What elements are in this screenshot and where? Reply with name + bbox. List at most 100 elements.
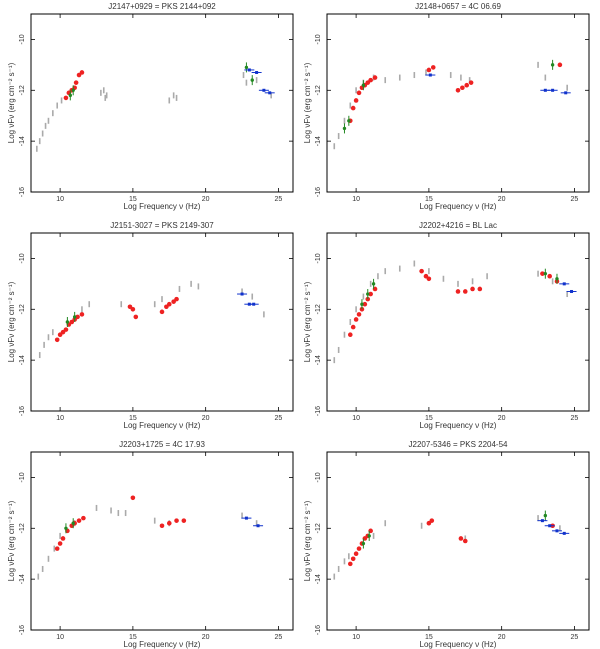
fermi-point <box>543 88 547 92</box>
y-tick-label: -16 <box>315 406 322 416</box>
radio-point <box>419 268 424 274</box>
archival-point <box>413 72 416 79</box>
radio-point <box>130 306 136 312</box>
plot-frame <box>30 451 294 631</box>
archival-point <box>52 110 54 117</box>
pccs-point <box>360 302 364 306</box>
sed-panel-3: J2151-3027 = PKS 2149-307 Log Frequency ν… <box>7 221 294 430</box>
radio-point <box>426 67 432 73</box>
radio-point <box>359 306 365 312</box>
archival-point <box>372 532 375 539</box>
archival-point <box>349 319 352 325</box>
x-tick-label: 20 <box>498 196 506 203</box>
archival-point <box>47 555 50 562</box>
archival-point <box>38 138 41 145</box>
archival-point <box>41 130 44 137</box>
pccs-point <box>543 513 548 518</box>
archival-point <box>384 268 387 275</box>
x-tick-label: 15 <box>425 196 433 203</box>
archival-point <box>241 288 243 295</box>
fermi-point <box>562 282 566 286</box>
archival-point <box>464 535 467 542</box>
archival-point <box>43 341 45 348</box>
archival-point <box>120 301 123 308</box>
sed-panel-1: J2147+0929 = PKS 2144+092 Log Frequency ν… <box>7 2 294 211</box>
fermi-point <box>555 529 559 533</box>
x-axis-label: Log Frequency ν (Hz) <box>124 640 201 649</box>
archival-point <box>100 89 102 96</box>
archival-point <box>153 301 156 308</box>
radio-point <box>462 538 468 544</box>
fermi-point <box>540 519 544 523</box>
fermi-point <box>252 302 256 306</box>
archival-point <box>104 94 107 101</box>
fermi-point <box>256 524 260 528</box>
y-tick-label: -10 <box>19 34 26 44</box>
radio-point <box>133 314 139 320</box>
x-tick-label: 25 <box>571 415 579 422</box>
archival-point <box>117 510 120 517</box>
radio-point <box>468 80 474 85</box>
y-tick-label: -12 <box>315 523 322 533</box>
sed-panel-5: J2203+1725 = 4C 17.93 Log Frequency ν (Hz… <box>7 440 294 649</box>
x-tick-label: 25 <box>275 415 283 422</box>
panel-title: J2202+4216 = BL Lac <box>419 221 497 230</box>
archival-point <box>36 145 38 152</box>
pccs-point <box>361 541 366 546</box>
radio-point <box>365 296 371 302</box>
radio-point <box>174 518 179 523</box>
radio-point <box>470 286 475 292</box>
radio-point <box>79 70 85 75</box>
archival-point <box>343 331 346 338</box>
fermi-point <box>428 73 432 77</box>
x-axis-label: Log Frequency ν (Hz) <box>420 421 497 430</box>
archival-point <box>398 265 401 272</box>
archival-point <box>449 72 452 79</box>
x-tick-label: 15 <box>425 634 433 641</box>
x-tick-label: 25 <box>275 196 283 203</box>
fermi-point <box>247 68 251 72</box>
archival-point <box>255 77 258 84</box>
fermi-point <box>570 289 574 293</box>
y-tick-label: -14 <box>315 136 322 146</box>
pccs-point <box>64 526 68 530</box>
x-tick-label: 25 <box>275 634 283 641</box>
archival-point <box>471 278 474 285</box>
radio-point <box>429 518 435 523</box>
fermi-point <box>262 88 266 92</box>
archival-point <box>544 74 547 81</box>
plot-frame <box>326 13 590 193</box>
y-tick-label: -12 <box>315 304 322 314</box>
archival-point <box>428 268 430 275</box>
archival-point <box>420 522 423 529</box>
archival-point <box>559 525 561 532</box>
archival-point <box>337 346 340 353</box>
archival-point <box>53 545 56 552</box>
archival-point <box>52 329 54 336</box>
y-tick-label: -16 <box>315 187 322 197</box>
plot-frame <box>30 232 294 412</box>
archival-point <box>105 92 108 99</box>
y-tick-label: -12 <box>19 523 26 533</box>
archival-point <box>44 122 47 129</box>
y-tick-label: -14 <box>315 355 322 365</box>
archival-point <box>161 296 163 303</box>
archival-point <box>369 280 372 287</box>
pccs-point <box>72 315 77 319</box>
x-tick-label: 10 <box>56 196 64 203</box>
plot-frame <box>30 13 294 193</box>
y-tick-label: -14 <box>19 136 26 146</box>
y-tick-label: -10 <box>315 253 322 263</box>
y-tick-label: -12 <box>19 85 26 95</box>
archival-point <box>398 74 401 81</box>
radio-point <box>350 324 356 330</box>
radio-point <box>426 276 432 282</box>
y-tick-label: -14 <box>315 574 322 584</box>
y-tick-label: -16 <box>19 625 26 635</box>
fermi-point <box>564 91 568 95</box>
radio-point <box>159 523 165 529</box>
radio-point <box>458 536 464 541</box>
y-tick-label: -10 <box>19 472 26 482</box>
archival-point <box>333 357 336 364</box>
